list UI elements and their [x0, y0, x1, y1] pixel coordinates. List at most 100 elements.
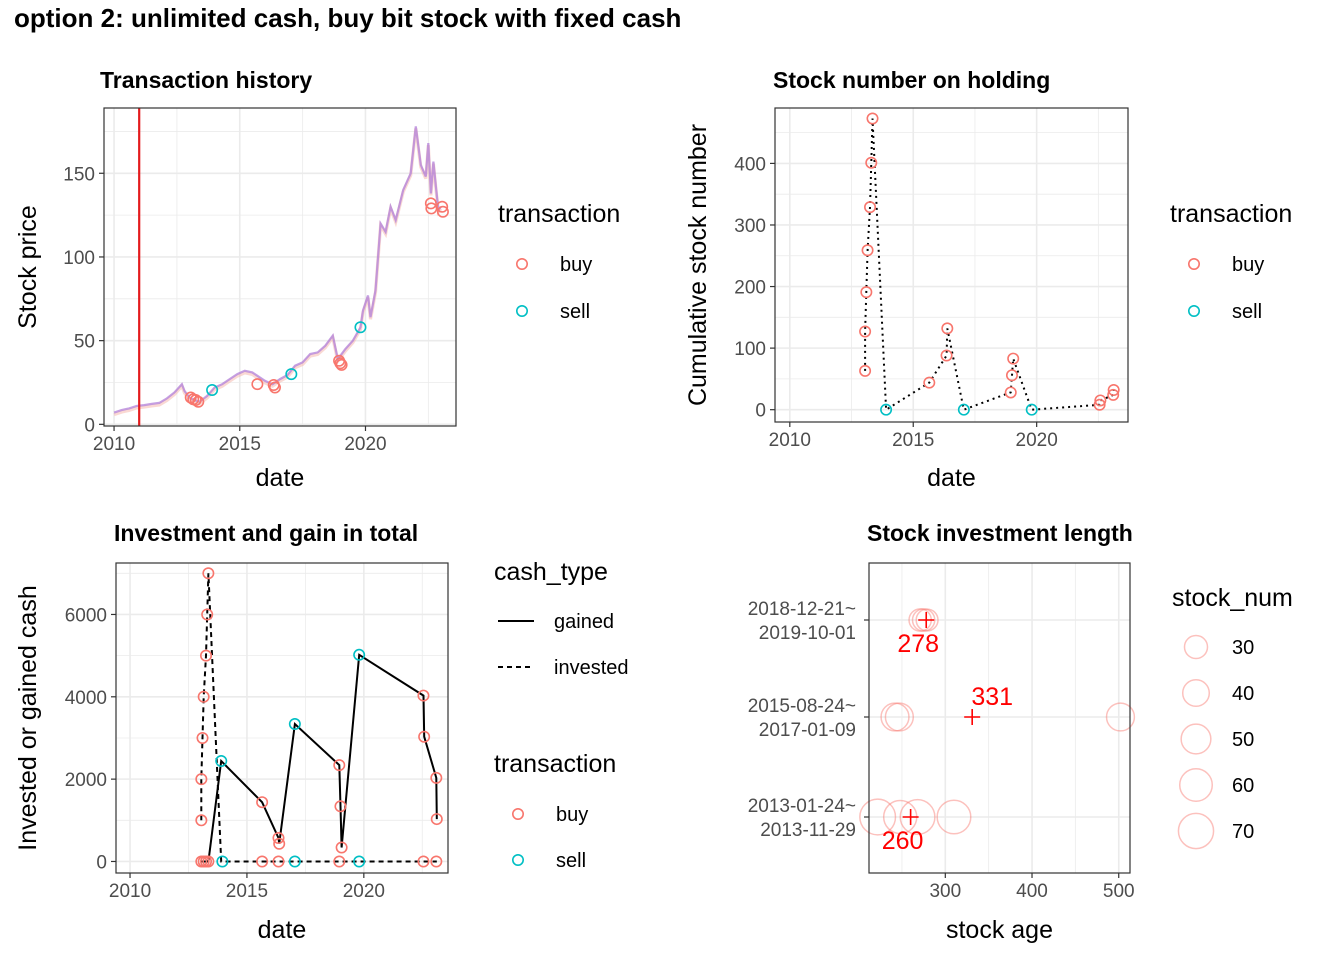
data-point	[202, 855, 215, 868]
data-point	[256, 855, 269, 868]
legend-key-size	[1181, 678, 1211, 708]
data-point	[333, 759, 346, 772]
data-point	[285, 368, 298, 381]
data-point	[288, 855, 301, 868]
series-line-invested	[200, 573, 437, 863]
mean-label: 278	[897, 630, 939, 658]
legend-label-size: 60	[1232, 775, 1254, 797]
chart-title: Investment and gain in total	[114, 520, 418, 546]
y-tick-label: 100	[63, 248, 95, 269]
data-point	[417, 855, 430, 868]
data-point	[866, 112, 879, 125]
x-axis-label: date	[927, 464, 976, 492]
data-point	[335, 841, 348, 854]
plot-background	[104, 108, 456, 426]
data-point	[923, 376, 936, 389]
chart-title: Transaction history	[100, 67, 312, 93]
data-point	[941, 322, 954, 335]
x-tick-label: 2010	[109, 881, 151, 902]
data-point	[288, 717, 301, 730]
data-point	[196, 731, 209, 744]
data-point	[1107, 383, 1120, 396]
y-tick-label: 100	[734, 339, 766, 360]
x-tick-label: 300	[929, 881, 961, 902]
legend-key-buy	[515, 257, 528, 270]
plot-border	[115, 562, 449, 874]
x-tick-label: 2010	[93, 434, 135, 455]
data-point	[192, 395, 205, 408]
data-point	[1107, 388, 1120, 401]
x-axis-label: date	[256, 464, 305, 492]
legend-label-size: 40	[1232, 683, 1254, 705]
data-point	[256, 796, 269, 809]
plot-border	[103, 107, 457, 427]
x-tick-label: 2015	[219, 434, 261, 455]
legend-label-buy: buy	[556, 804, 588, 826]
mean-label: 331	[971, 683, 1013, 711]
data-point	[418, 730, 431, 743]
data-point	[1094, 394, 1107, 407]
data-point	[864, 201, 877, 214]
legend-label-buy: buy	[1232, 254, 1264, 276]
legend-label-sell: sell	[556, 850, 586, 872]
data-point	[1093, 398, 1106, 411]
data-point	[430, 855, 443, 868]
holding-path	[864, 118, 1115, 412]
legend-key-size	[1183, 634, 1209, 660]
x-tick-label: 2020	[344, 434, 386, 455]
y-axis-label: Stock price	[14, 205, 42, 329]
data-point	[201, 608, 214, 621]
data-point	[353, 648, 366, 661]
data-point	[880, 702, 910, 732]
legend-label-size: 70	[1232, 821, 1254, 843]
y-axis-label: Cumulative stock number	[684, 124, 712, 406]
data-point	[1005, 369, 1018, 382]
legend-title: stock_num	[1172, 584, 1293, 612]
y-tick-label: 2013-01-24~ 2013-11-29	[748, 796, 856, 841]
mean-label: 260	[882, 827, 924, 855]
data-point	[202, 567, 215, 580]
data-point	[195, 814, 208, 827]
data-point	[436, 205, 449, 218]
legend-title: transaction	[498, 200, 620, 228]
x-axis-label: date	[258, 916, 307, 944]
legend-label-size: 50	[1232, 729, 1254, 751]
chart-title: Stock number on holding	[773, 67, 1050, 93]
data-point	[200, 649, 213, 662]
page-title: option 2: unlimited cash, buy bit stock …	[14, 3, 682, 33]
data-point	[1025, 403, 1038, 416]
data-point	[334, 357, 347, 370]
legend-label-sell: sell	[1232, 301, 1262, 323]
y-tick-label: 2018-12-21~ 2019-10-01	[748, 599, 856, 644]
data-point	[334, 800, 347, 813]
legend-key-sell	[511, 853, 524, 866]
chart-transaction-history: 2010 2015 2020 0 50 100 150 date Stock price Tran…	[14, 67, 620, 492]
x-axis-label: stock age	[946, 916, 1053, 944]
x-tick-label: 2020	[343, 881, 385, 902]
legend-label-sell: sell	[560, 301, 590, 323]
legend-label-buy: buy	[560, 254, 592, 276]
data-point	[417, 689, 430, 702]
data-point	[424, 197, 437, 210]
data-point	[273, 837, 286, 850]
plot-background	[869, 563, 1130, 873]
y-tick-label: 0	[755, 401, 766, 422]
x-tick-label: 500	[1103, 881, 1135, 902]
data-point	[195, 773, 208, 786]
plot-border	[774, 107, 1129, 423]
data-point	[1105, 702, 1136, 732]
y-tick-label: 400	[734, 154, 766, 175]
data-point	[911, 608, 936, 632]
data-point	[899, 798, 936, 836]
data-point	[884, 702, 915, 732]
data-point	[272, 855, 285, 868]
plot-border	[868, 562, 1131, 874]
data-point	[936, 799, 972, 835]
y-tick-label: 4000	[65, 688, 107, 709]
legend-label-size: 30	[1232, 637, 1254, 659]
data-point	[436, 200, 449, 213]
data-point	[354, 321, 367, 334]
chart-title: Stock investment length	[867, 520, 1133, 546]
data-point	[430, 813, 443, 826]
